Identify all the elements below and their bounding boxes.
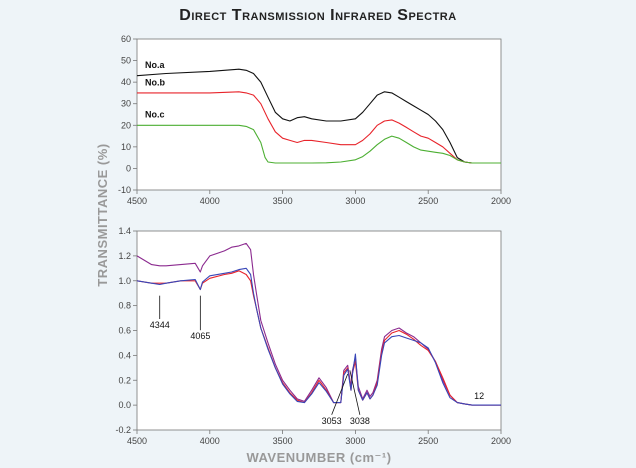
y-tick-label: 20 <box>121 120 131 130</box>
x-tick-label: 2500 <box>418 436 438 446</box>
y-tick-label: 0.6 <box>118 326 131 336</box>
y-tick-label: 0 <box>126 163 131 173</box>
series-label: No.b <box>145 77 165 87</box>
x-tick-label: 2500 <box>418 196 438 206</box>
plot-area <box>136 38 502 191</box>
y-tick-label: 1.0 <box>118 276 131 286</box>
y-tick-label: 0.0 <box>118 400 131 410</box>
annotation-label: 4344 <box>150 320 170 330</box>
y-tick-label: 50 <box>121 56 131 66</box>
x-tick-label: 3500 <box>273 196 293 206</box>
x-axis-title: WAVENUMBER (cm⁻¹) <box>246 450 391 465</box>
y-tick-label: 0.4 <box>118 350 131 360</box>
series-line-no-a <box>136 68 501 164</box>
x-tick-label: 4000 <box>200 436 220 446</box>
annotation-label: 3053 <box>322 416 342 426</box>
series-line-blue <box>136 267 501 406</box>
series-line-no-c <box>137 124 501 164</box>
x-tick-label: 2000 <box>491 196 511 206</box>
annotation-label: 4065 <box>190 331 210 341</box>
chart-title: Direct Transmission Infrared Spectra <box>179 7 457 24</box>
y-tick-label: -0.2 <box>115 425 131 435</box>
y-tick-label: 30 <box>121 99 131 109</box>
annotation-line <box>331 373 349 415</box>
x-tick-label: 3000 <box>345 436 365 446</box>
y-axis-title: TRANSMITTANCE (%) <box>95 143 110 286</box>
plot-area <box>136 230 502 431</box>
series-label: No.c <box>145 110 165 120</box>
x-tick-label: 4500 <box>127 436 147 446</box>
end-label: 12 <box>474 391 484 401</box>
y-tick-label: 0.2 <box>118 375 131 385</box>
x-tick-label: 3500 <box>273 436 293 446</box>
y-tick-label: -10 <box>118 185 131 195</box>
y-tick-label: 1.2 <box>118 251 131 261</box>
x-tick-label: 4000 <box>200 196 220 206</box>
y-tick-label: 60 <box>121 34 131 44</box>
x-tick-label: 2000 <box>491 436 511 446</box>
top-panel: -10 0 10 20 30 40 50 60 4500 4000 3500 3000 2500 2000… <box>118 34 511 206</box>
y-tick-label: 1.4 <box>118 226 131 236</box>
annotation-line <box>349 370 361 415</box>
x-tick-label: 4500 <box>127 196 147 206</box>
bottom-panel: -0.2 0.0 0.2 0.4 0.6 0.8 1.0 1.2 1.4 4500 4000 3500… <box>115 226 511 446</box>
annotation-label: 3038 <box>350 416 370 426</box>
y-tick-label: 40 <box>121 77 131 87</box>
y-tick-label: 10 <box>121 142 131 152</box>
y-tick-label: 0.8 <box>118 301 131 311</box>
series-label: No.a <box>145 60 165 70</box>
x-tick-label: 3000 <box>345 196 365 206</box>
series-line-no-b <box>137 91 501 164</box>
